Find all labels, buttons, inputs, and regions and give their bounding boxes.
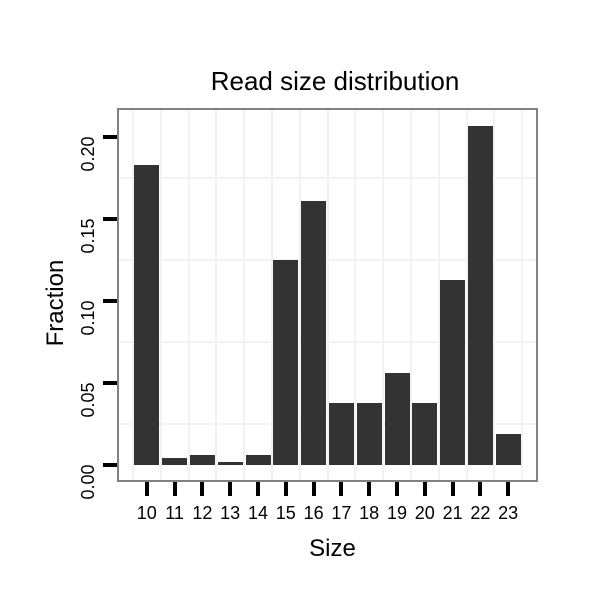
bar-size-20 <box>412 403 438 465</box>
x-tick <box>339 482 344 496</box>
x-tick-label: 16 <box>303 503 324 523</box>
vertical-gridline <box>521 110 524 480</box>
y-tick-label: 0.10 <box>78 300 98 336</box>
vertical-gridline <box>215 110 218 480</box>
bar-size-15 <box>273 260 299 465</box>
bar-size-14 <box>245 455 271 465</box>
x-tick-label: 17 <box>331 503 352 523</box>
bar-size-10 <box>134 165 160 465</box>
y-tick <box>103 217 117 221</box>
x-tick-label: 10 <box>136 503 157 523</box>
x-tick <box>450 482 455 496</box>
bar-size-23 <box>495 434 521 465</box>
x-tick-label: 18 <box>359 503 380 523</box>
vertical-gridline <box>159 110 162 480</box>
x-tick <box>144 482 149 496</box>
horizontal-gridline <box>119 259 536 261</box>
y-tick-label: 0.05 <box>78 382 98 418</box>
vertical-gridline <box>243 110 246 480</box>
y-tick-label: 0.20 <box>78 136 98 172</box>
bar-size-13 <box>217 462 243 465</box>
vertical-gridline <box>409 110 412 480</box>
vertical-gridline <box>326 110 329 480</box>
vertical-gridline <box>493 110 496 480</box>
plot-panel <box>117 108 538 482</box>
x-tick-label: 12 <box>192 503 213 523</box>
bar-size-11 <box>162 458 188 465</box>
x-tick-label: 11 <box>165 503 184 523</box>
x-tick <box>395 482 399 496</box>
x-tick-label: 19 <box>386 503 408 523</box>
x-tick-label: 20 <box>414 503 435 523</box>
vertical-gridline <box>187 110 190 480</box>
y-axis-title: Fraction <box>42 259 69 347</box>
y-tick <box>103 463 117 467</box>
bar-size-17 <box>328 403 354 465</box>
vertical-gridline <box>437 110 440 480</box>
x-tick <box>228 482 233 496</box>
vertical-gridline <box>354 110 357 480</box>
x-tick-label: 22 <box>470 503 491 523</box>
horizontal-gridline <box>119 177 536 179</box>
x-tick <box>200 482 205 496</box>
x-tick-label: 15 <box>275 503 296 523</box>
bar-size-21 <box>440 280 466 465</box>
y-tick <box>103 299 117 303</box>
bar-size-16 <box>301 201 327 465</box>
x-axis-title: Size <box>309 535 356 562</box>
chart-title: Read size distribution <box>210 66 460 96</box>
x-tick-label: 13 <box>220 503 241 523</box>
horizontal-gridline <box>119 341 536 343</box>
bar-size-19 <box>384 373 410 465</box>
vertical-gridline <box>131 110 134 480</box>
y-tick <box>103 135 117 139</box>
vertical-gridline <box>382 110 385 480</box>
y-tick <box>103 381 117 385</box>
vertical-gridline <box>465 110 468 480</box>
x-tick <box>256 482 260 496</box>
vertical-gridline <box>270 110 273 480</box>
x-tick <box>283 482 288 496</box>
x-tick-label: 14 <box>247 503 269 523</box>
vertical-gridline <box>298 110 301 480</box>
x-tick <box>506 482 511 496</box>
x-tick <box>367 482 372 496</box>
x-tick <box>478 482 483 496</box>
horizontal-gridline <box>119 423 536 425</box>
y-tick-label: 0.15 <box>78 218 98 254</box>
bar-size-12 <box>189 455 215 465</box>
x-tick <box>422 482 427 496</box>
x-tick <box>172 482 177 496</box>
y-tick-label: 0.00 <box>78 464 98 500</box>
x-tick-label: 21 <box>442 503 463 523</box>
bar-size-22 <box>467 126 493 465</box>
x-tick-label: 23 <box>498 503 519 523</box>
x-tick <box>311 482 316 496</box>
bar-size-18 <box>356 403 382 465</box>
